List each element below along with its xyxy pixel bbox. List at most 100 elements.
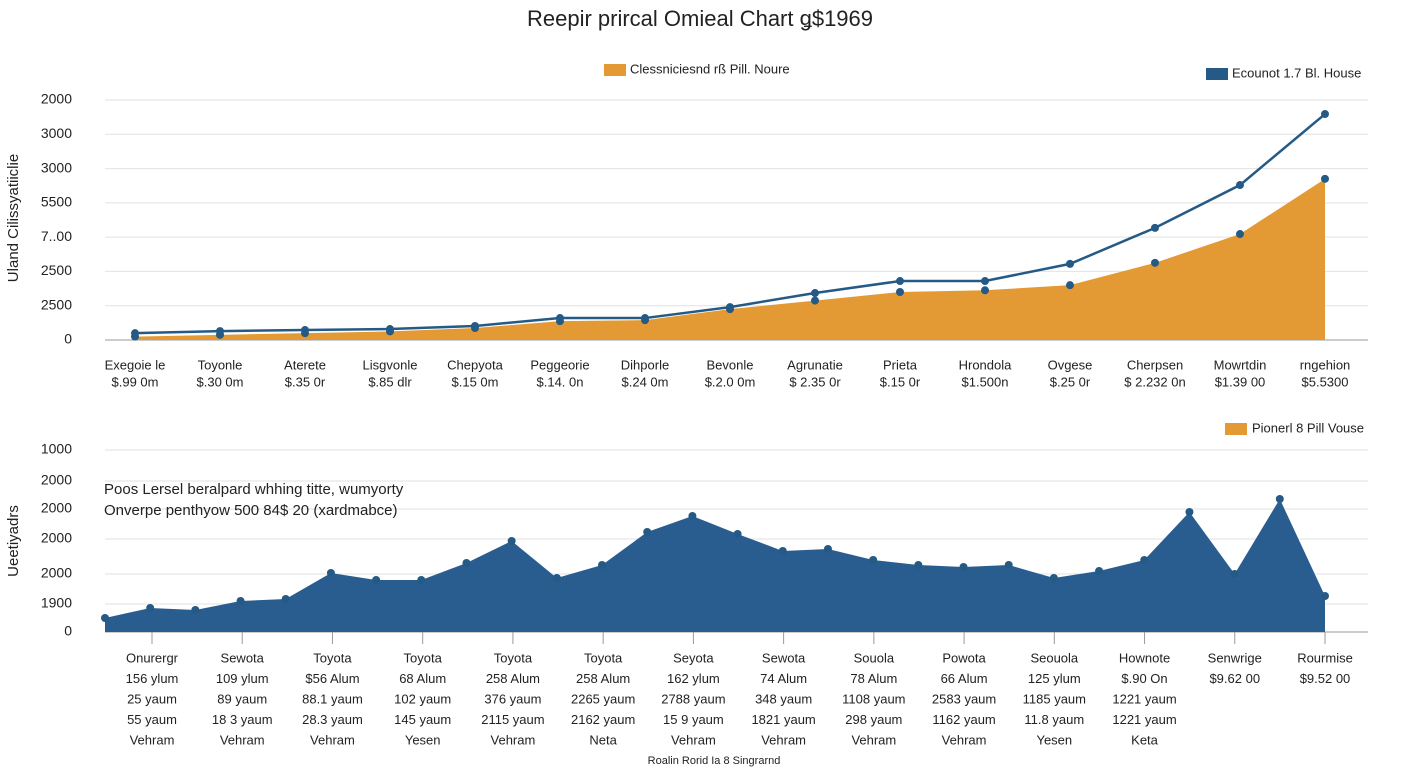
x-tick-label: 55 yaum (127, 712, 177, 727)
x-tick-label: Senwrige (1208, 650, 1262, 665)
x-tick-label: Hrondola (959, 357, 1013, 372)
x-tick-label: 2162 yaum (571, 712, 635, 727)
point (1236, 181, 1244, 190)
point (981, 286, 989, 295)
x-tick-label: 2265 yaum (571, 691, 635, 706)
point (733, 530, 742, 538)
point (811, 289, 819, 298)
x-tick-label: Vehram (761, 732, 806, 747)
x-tick-label: $.35 0r (285, 374, 326, 389)
x-tick-label: Keta (1131, 732, 1159, 747)
point (191, 606, 200, 614)
x-tick-label: 258 Alum (486, 671, 540, 686)
point (643, 528, 652, 536)
x-tick-label: 156 ylum (126, 671, 179, 686)
x-tick-label: Toyota (404, 650, 443, 665)
x-tick-label: Toyonle (198, 357, 243, 372)
x-tick-label: Seouola (1030, 650, 1078, 665)
point (1185, 508, 1194, 516)
y-tick-label: 2000 (41, 530, 72, 546)
x-tick-label: Chepyota (447, 357, 503, 372)
x-tick-label: Exegoie le (105, 357, 166, 372)
x-tick-label: 88.1 yaum (302, 691, 363, 706)
x-tick-label: Rourmise (1297, 650, 1353, 665)
x-tick-label: 2115 yaum (481, 712, 544, 727)
y-tick-label: 2000 (41, 500, 72, 516)
x-tick-label: Yesen (1036, 732, 1072, 747)
point (896, 277, 904, 286)
x-tick-label: Toyota (584, 650, 623, 665)
point (869, 556, 878, 564)
x-tick-label: 298 yaum (845, 712, 902, 727)
x-tick-label: 1108 yaum (842, 691, 905, 706)
x-tick-label: Peggeorie (530, 357, 589, 372)
x-tick-label: 74 Alum (760, 671, 807, 686)
y-tick-label: 5500 (41, 194, 72, 210)
point (598, 561, 607, 569)
point (462, 559, 471, 567)
x-tick-label: Aterete (284, 357, 326, 372)
x-tick-label: Bevonle (707, 357, 754, 372)
x-tick-label: Sewota (762, 650, 806, 665)
x-tick-label: $1.39 00 (1215, 374, 1266, 389)
x-tick-label: Yesen (405, 732, 441, 747)
y-tick-label: 2000 (41, 472, 72, 488)
y-axis-label: Ueetiyadrs (5, 505, 22, 577)
point (146, 604, 155, 612)
point (1275, 495, 1284, 503)
point (417, 576, 426, 584)
x-tick-label: $9.62 00 (1209, 671, 1260, 686)
x-tick-label: Vehram (942, 732, 987, 747)
x-tick-label: Powota (942, 650, 986, 665)
x-tick-label: 68 Alum (399, 671, 446, 686)
x-tick-label: 2583 yaum (932, 691, 996, 706)
x-tick-label: Vehram (130, 732, 175, 747)
x-tick-label: 145 yaum (394, 712, 451, 727)
y-tick-label: 2000 (41, 565, 72, 581)
x-tick-label: Mowrtdin (1214, 357, 1267, 372)
x-tick-label: 89 yaum (217, 691, 267, 706)
point (372, 576, 381, 584)
y-tick-label: 1900 (41, 595, 72, 611)
point (823, 545, 832, 553)
footer: Roalin Rorid Ia 8 Singrarnd (648, 755, 781, 767)
x-tick-label: 2788 yaum (661, 691, 725, 706)
x-tick-label: $.99 0m (112, 374, 159, 389)
point (1095, 567, 1104, 575)
y-tick-label: 0 (64, 331, 72, 347)
y-tick-label: 7..00 (41, 228, 72, 244)
x-tick-label: Toyota (313, 650, 352, 665)
point (778, 547, 787, 555)
point (641, 314, 649, 323)
x-tick-label: 15 9 yaum (663, 712, 724, 727)
x-tick-label: 162 ylum (667, 671, 720, 686)
x-tick-label: Onurergr (126, 650, 179, 665)
point (216, 327, 224, 336)
x-tick-label: Vehram (671, 732, 716, 747)
point (471, 321, 479, 330)
point (552, 574, 561, 582)
x-tick-label: 125 ylum (1028, 671, 1081, 686)
point (1151, 258, 1159, 267)
y-tick-label: 0 (64, 623, 72, 639)
x-tick-label: 109 ylum (216, 671, 269, 686)
annotation: Onverpe penthyow 500 84$ 20 (xardmabce) (104, 502, 398, 519)
point (131, 329, 139, 338)
point (281, 595, 290, 603)
y-tick-label: 3000 (41, 125, 72, 141)
point (1151, 223, 1159, 232)
y-tick-label: 3000 (41, 159, 72, 175)
point (1066, 281, 1074, 290)
title: Reepir prircal Omieal Chart ǥ$1969 (527, 6, 873, 31)
point (1066, 259, 1074, 268)
area (105, 499, 1325, 632)
point (1321, 592, 1329, 600)
x-tick-label: $5.5300 (1302, 374, 1349, 389)
point (914, 561, 923, 569)
point (1236, 230, 1244, 239)
point (101, 614, 109, 622)
point (688, 512, 697, 520)
x-tick-label: 1821 yaum (751, 712, 815, 727)
y-tick-label: 2500 (41, 262, 72, 278)
